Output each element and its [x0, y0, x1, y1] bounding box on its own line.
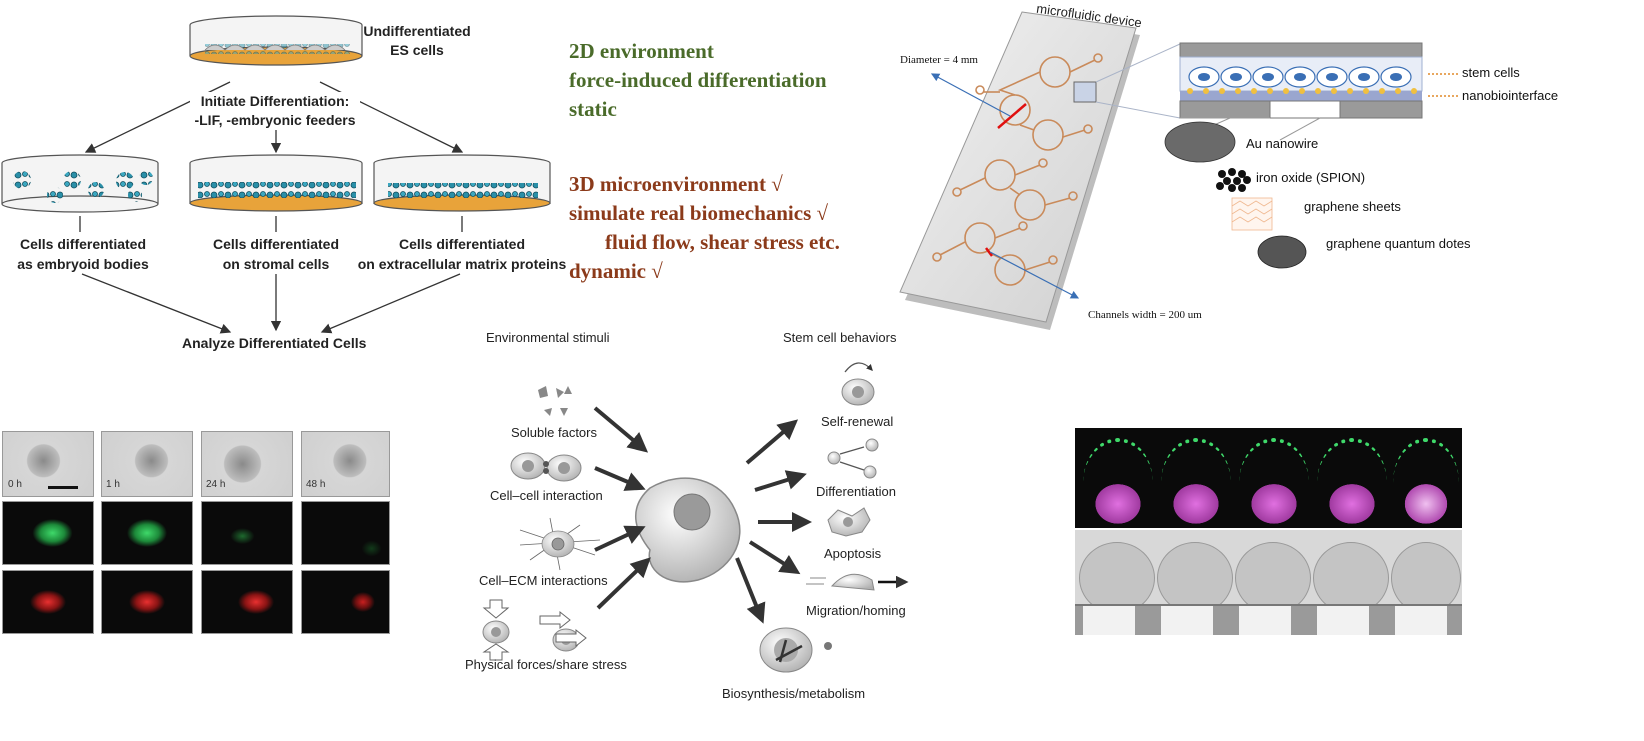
cell-cell-icon: [510, 452, 582, 482]
output-migration: Migration/homing: [806, 603, 906, 618]
output-self-renewal: Self-renewal: [821, 414, 894, 429]
initiate-label: Initiate Differentiation: -LIF, -embryon…: [190, 92, 360, 130]
top-petri-dish: [189, 15, 363, 66]
biosynthesis-icon: [759, 627, 832, 673]
input-soluble-factors: Soluble factors: [511, 425, 597, 440]
env2d-line1: 2D environment: [569, 39, 714, 63]
initiate-line1: Initiate Differentiation:: [200, 93, 350, 109]
output-apoptosis: Apoptosis: [824, 546, 882, 561]
env2d-line3: static: [569, 97, 617, 121]
channels: [932, 53, 1103, 286]
time-0h: 0 h: [8, 479, 22, 490]
dish-stromal: [189, 154, 363, 212]
red-0h: [2, 570, 94, 634]
branch-1-line2: as embryoid bodies: [17, 256, 149, 272]
dish-ecm: [373, 154, 551, 212]
bf-sphere-5: [1391, 542, 1461, 614]
output-differentiation: Differentiation: [816, 484, 896, 499]
top-dish-label: Undifferentiated ES cells: [362, 22, 472, 60]
spion-label: iron oxide (SPION): [1256, 170, 1366, 185]
self-renewal-icon: [841, 362, 875, 406]
branch-label-ecm: Cells differentiated on extracellular ma…: [354, 234, 570, 274]
bf-sphere-4: [1313, 542, 1389, 614]
env2d-line2: force-induced differentiation: [569, 68, 827, 92]
brightfield-1h: [101, 431, 193, 497]
green-48h: [301, 501, 390, 565]
spheroid-4: [1317, 438, 1387, 528]
branch-label-embryoid: Cells differentiated as embryoid bodies: [0, 234, 166, 274]
red-1h: [101, 570, 193, 634]
branch-1-line1: Cells differentiated: [19, 236, 147, 252]
env3d-line1: 3D microenvironment √: [569, 172, 783, 196]
time-48h: 48 h: [306, 479, 326, 490]
gqd-label: graphene quantum dotes: [1326, 236, 1471, 251]
branch-3-line2: on extracellular matrix proteins: [357, 256, 567, 272]
red-24h: [201, 570, 293, 634]
env3d-line3: fluid flow, shear stress etc.: [605, 230, 840, 254]
nanobiointerface-label: nanobiointerface: [1462, 88, 1559, 103]
graphene-sheets-label: graphene sheets: [1304, 199, 1401, 214]
channels-width-label: Channels width = 200 um: [1088, 309, 1202, 321]
brightfield-24h: [201, 431, 293, 497]
physical-forces-icon: [482, 599, 587, 661]
time-1h: 1 h: [106, 479, 120, 490]
au-nanowire-label: Au nanowire: [1246, 136, 1319, 151]
timelapse-grid: 0 h 1 h 24 h 48 h: [2, 431, 390, 635]
brightfield-48h: [301, 431, 390, 497]
input-cell-ecm: Cell–ECM interactions: [479, 573, 608, 588]
microfluidic-figure: [899, 11, 1458, 330]
green-24h: [201, 501, 293, 565]
migration-icon: [806, 573, 909, 591]
time-24h: 24 h: [206, 479, 226, 490]
bf-sphere-1: [1079, 542, 1155, 614]
apoptosis-icon: [827, 507, 871, 537]
stimuli-diagram: [482, 362, 909, 673]
spheroid-brightfield: [1075, 530, 1462, 635]
output-biosynthesis: Biosynthesis/metabolism: [722, 686, 866, 701]
top-label-line1: Undifferentiated: [363, 23, 471, 39]
diameter-label: Diameter = 4 mm: [900, 54, 978, 66]
green-0h: [2, 501, 94, 565]
stem-behaviors-title: Stem cell behaviors: [783, 330, 897, 345]
differentiation-icon: [827, 438, 879, 479]
cell-ecm-icon: [519, 517, 601, 571]
central-stem-cell: [635, 477, 741, 583]
au-nanowire-swatch: [1164, 121, 1236, 163]
stem-cells-label: stem cells: [1462, 65, 1520, 80]
differentiation-diagram: [1, 15, 551, 334]
initiate-line2: -LIF, -embryonic feeders: [194, 112, 356, 128]
spheroid-2: [1161, 438, 1231, 528]
input-cell-cell: Cell–cell interaction: [490, 488, 603, 503]
soluble-factors-icon: [538, 386, 572, 416]
graphene-sheet-swatch: [1231, 197, 1273, 231]
spheroid-fluorescence: [1075, 428, 1462, 528]
spion-swatch: [1216, 168, 1251, 192]
branch-2-line1: Cells differentiated: [212, 236, 340, 252]
spheroid-1: [1083, 438, 1153, 528]
dish-embryoid: [1, 154, 159, 213]
red-48h: [301, 570, 390, 634]
branch-3-line1: Cells differentiated: [398, 236, 526, 252]
spheroid-5: [1393, 438, 1459, 528]
branch-label-stromal: Cells differentiated on stromal cells: [196, 234, 356, 274]
layer-panel: [1179, 42, 1458, 119]
input-physical-forces: Physical forces/share stress: [465, 657, 627, 672]
env3d-line4: dynamic √: [569, 259, 663, 283]
spheroid-3: [1239, 438, 1309, 528]
top-label-line2: ES cells: [390, 42, 444, 58]
branch-2-line2: on stromal cells: [222, 256, 330, 272]
env-stimuli-title: Environmental stimuli: [486, 330, 610, 345]
bf-wells: [1075, 604, 1462, 635]
scale-bar: [48, 486, 78, 489]
green-1h: [101, 501, 193, 565]
gqd-swatch: [1257, 235, 1307, 269]
analyze-label: Analyze Differentiated Cells: [182, 335, 367, 351]
env3d-line2: simulate real biomechanics √: [569, 201, 829, 225]
